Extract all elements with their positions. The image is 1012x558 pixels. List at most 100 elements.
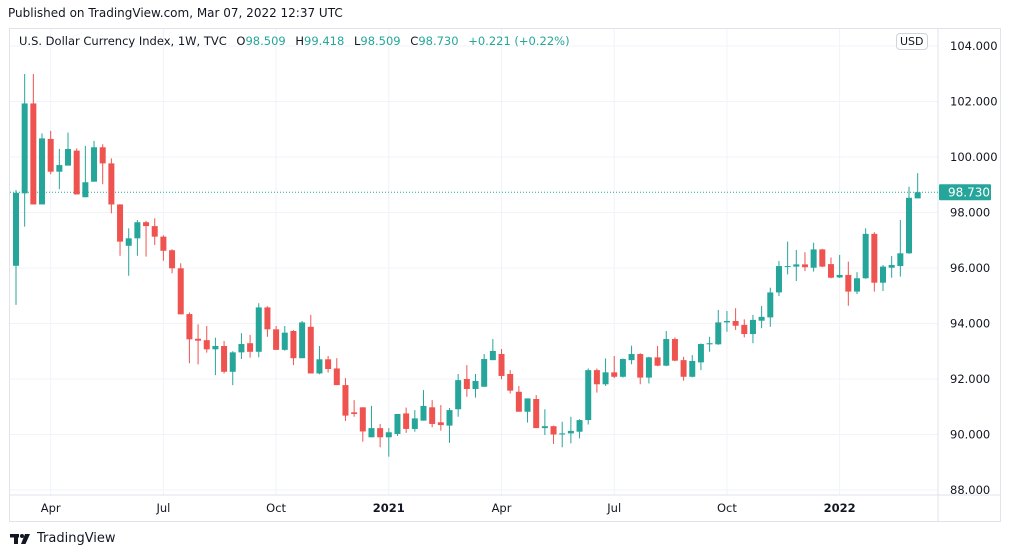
chart-frame bbox=[9, 28, 1001, 522]
candle-body bbox=[498, 354, 505, 376]
candle-down bbox=[333, 358, 340, 386]
candle-body bbox=[264, 307, 271, 330]
candle-body bbox=[229, 352, 236, 372]
candle-body bbox=[723, 321, 730, 323]
time-axis: Apr Jul Oct 2021 Apr Jul Oct 2022 bbox=[10, 494, 1000, 515]
candle-up bbox=[723, 311, 730, 332]
candle-down bbox=[108, 158, 115, 214]
candle-body bbox=[169, 250, 176, 269]
x-tick-label: Oct bbox=[266, 501, 286, 515]
candle-body bbox=[446, 410, 453, 426]
candle-body bbox=[108, 163, 115, 205]
candle-up bbox=[906, 186, 913, 254]
candle-body bbox=[351, 412, 358, 414]
candle-body bbox=[368, 428, 375, 438]
candle-body bbox=[576, 420, 583, 432]
candle-body bbox=[221, 345, 228, 372]
candle-body bbox=[585, 370, 592, 421]
candle-body bbox=[429, 407, 436, 424]
last-price-badge bbox=[939, 184, 991, 201]
candle-body bbox=[689, 360, 696, 377]
candle-body bbox=[914, 192, 921, 199]
candle-up bbox=[524, 398, 531, 423]
candle-down bbox=[325, 355, 332, 373]
last-price-text: 98.730 bbox=[948, 186, 990, 200]
candle-up bbox=[65, 132, 72, 166]
candle-up bbox=[420, 390, 427, 421]
currency-badge[interactable]: USD bbox=[896, 33, 928, 50]
candle-body bbox=[801, 264, 808, 268]
candle-body bbox=[611, 372, 618, 377]
candle-down bbox=[437, 405, 444, 431]
x-tick-label: Apr bbox=[41, 501, 61, 515]
candle-body bbox=[247, 343, 254, 352]
candle-body bbox=[30, 103, 37, 205]
candle-body bbox=[56, 165, 63, 172]
candle-body bbox=[671, 339, 678, 361]
x-tick-label: Oct bbox=[717, 501, 737, 515]
candle-up bbox=[134, 219, 141, 256]
candle-body bbox=[559, 433, 566, 435]
candle-down bbox=[273, 325, 280, 350]
candle-down bbox=[47, 130, 54, 175]
candle-up bbox=[368, 405, 375, 438]
candle-body bbox=[455, 380, 462, 410]
candle-up bbox=[299, 321, 306, 359]
candle-body bbox=[793, 264, 800, 267]
candle-body bbox=[628, 354, 635, 361]
candle-body bbox=[654, 357, 661, 366]
candle-body bbox=[810, 249, 817, 268]
candle-body bbox=[342, 385, 349, 416]
candle-up bbox=[576, 419, 583, 439]
candle-down bbox=[307, 314, 314, 374]
y-tick-label: 104.000 bbox=[950, 39, 998, 53]
candle-up bbox=[472, 374, 479, 398]
published-note: Published on TradingView.com, Mar 07, 20… bbox=[8, 6, 343, 20]
candle-up bbox=[455, 374, 462, 417]
candle-down bbox=[203, 325, 210, 353]
price-axis: 88.000 90.000 92.000 94.000 96.000 98.000 100.… bbox=[937, 29, 998, 521]
candle-up bbox=[567, 416, 574, 444]
candle-body bbox=[871, 233, 878, 283]
candle-body bbox=[853, 278, 860, 292]
candle-up bbox=[888, 256, 895, 278]
candle-down bbox=[732, 308, 739, 330]
candle-body bbox=[507, 374, 514, 391]
candle-up bbox=[784, 241, 791, 275]
candle-body bbox=[463, 379, 470, 389]
candle-down bbox=[151, 218, 158, 245]
candle-down bbox=[515, 385, 522, 412]
candle-body bbox=[325, 359, 332, 370]
candle-down bbox=[741, 319, 748, 338]
candle-body bbox=[784, 266, 791, 268]
candle-up bbox=[316, 345, 323, 375]
candle-body bbox=[273, 329, 280, 350]
candle-down bbox=[550, 425, 557, 444]
candle-body bbox=[125, 238, 132, 246]
candle-body bbox=[706, 343, 713, 345]
candle-up bbox=[559, 421, 566, 448]
candle-body bbox=[515, 391, 522, 412]
candle-up bbox=[749, 314, 756, 344]
candle-down bbox=[186, 312, 193, 364]
candle-body bbox=[403, 413, 410, 429]
candle-body bbox=[65, 148, 72, 166]
candle-down bbox=[533, 395, 540, 429]
candle-body bbox=[741, 324, 748, 335]
high-value: 99.418 bbox=[304, 34, 345, 48]
candle-down bbox=[377, 423, 384, 448]
candle-body bbox=[827, 264, 834, 278]
candle-down bbox=[498, 349, 505, 380]
candle-body bbox=[819, 249, 826, 267]
candle-body bbox=[307, 326, 314, 374]
candle-body bbox=[637, 354, 644, 378]
candle-body bbox=[39, 138, 46, 205]
candle-up bbox=[281, 325, 288, 351]
y-tick-label: 90.000 bbox=[950, 428, 990, 442]
candle-body bbox=[767, 292, 774, 318]
candle-up bbox=[394, 413, 401, 436]
candle-body bbox=[897, 253, 904, 267]
symbol-title[interactable]: U.S. Dollar Currency Index, 1W, TVC bbox=[19, 34, 227, 48]
candle-up bbox=[897, 219, 904, 277]
